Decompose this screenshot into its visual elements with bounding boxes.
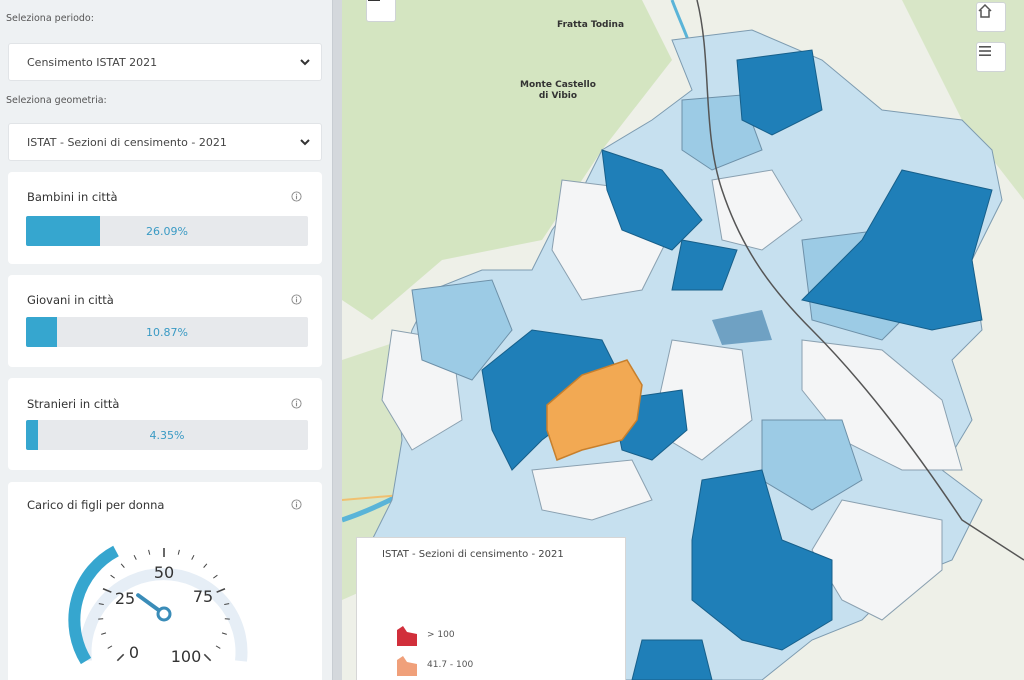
forest-area (342, 0, 672, 320)
info-icon[interactable] (291, 499, 302, 510)
gauge-tick (120, 563, 125, 568)
gauge-arc-track (79, 568, 248, 662)
gauge-tick (110, 574, 115, 579)
chevron-down-icon (300, 139, 310, 146)
gauge-tick (102, 588, 112, 593)
menu-button[interactable] (976, 42, 1006, 72)
gauge-tick (224, 603, 230, 605)
gauge-tick (191, 554, 195, 560)
period-select-value: Censimento ISTAT 2021 (27, 55, 158, 69)
gauge-tick (148, 549, 151, 555)
gauge-card: Carico di figli per donna 0 25 50 75 100 (8, 482, 322, 680)
indicator-title: Bambini in città (27, 190, 118, 204)
gauge-tick-label: 25 (115, 589, 135, 608)
indicator-title: Giovani in città (27, 293, 114, 307)
legend-item-label: 41.7 - 100 (427, 660, 474, 670)
gauge-tick (177, 549, 180, 555)
gauge-tick-label: 50 (154, 563, 174, 582)
census-region-selected[interactable] (546, 359, 643, 461)
indicator-progress-bar: 10.87% (26, 317, 308, 347)
indicator-card-giovani: Giovani in città 10.87% (8, 275, 322, 367)
indicator-bar-fill (26, 317, 57, 347)
gauge-tick (213, 574, 218, 579)
gauge-tick (203, 563, 208, 568)
geometry-select[interactable]: ISTAT - Sezioni di censimento - 2021 (8, 123, 322, 161)
period-label: Seleziona periodo: (6, 13, 94, 24)
census-region-dark[interactable] (631, 639, 713, 680)
info-icon[interactable] (291, 294, 302, 305)
home-icon (978, 3, 992, 18)
indicator-title: Stranieri in città (27, 397, 120, 411)
sidebar: Seleziona periodo: Censimento ISTAT 2021… (0, 0, 332, 680)
zoom-out-icon (368, 0, 380, 1)
gauge-tick (101, 632, 107, 635)
gauge-needle-hub (156, 606, 172, 622)
railway (696, 0, 1024, 561)
gauge-tick-label: 0 (129, 643, 139, 662)
gauge-tick-label: 75 (193, 587, 213, 606)
census-region-mid[interactable] (411, 279, 513, 381)
gauge-tick (116, 653, 125, 662)
indicator-value: 4.35% (149, 428, 185, 442)
map[interactable]: Fratta Todina Monte Castello di Vibio IS… (342, 0, 1024, 680)
indicator-progress-bar: 26.09% (26, 216, 308, 246)
indicator-value: 10.87% (146, 325, 188, 339)
gauge: 0 25 50 75 100 (68, 545, 248, 666)
census-region-none[interactable] (531, 459, 653, 521)
census-region-none[interactable] (811, 499, 943, 621)
gauge-tick (133, 554, 137, 560)
town-label: Monte Castello di Vibio (520, 80, 596, 101)
geometry-label: Seleziona geometria: (6, 95, 107, 106)
indicator-value: 26.09% (146, 224, 188, 238)
census-region-dark[interactable] (601, 149, 703, 251)
gauge-ticks (98, 548, 230, 662)
indicator-bar-fill (26, 216, 100, 246)
gauge-tick-label: 100 (171, 647, 202, 666)
map-legend: ISTAT - Sezioni di censimento - 2021 > 1… (356, 537, 626, 680)
indicator-card-stranieri: Stranieri in città 4.35% (8, 378, 322, 470)
info-icon[interactable] (291, 191, 302, 202)
census-region-dark[interactable] (736, 49, 823, 136)
menu-icon (979, 46, 991, 56)
gauge-tick (203, 653, 212, 662)
period-select[interactable]: Censimento ISTAT 2021 (8, 43, 322, 81)
census-region-dark[interactable] (671, 239, 738, 291)
info-icon[interactable] (291, 398, 302, 409)
gauge-tick (107, 645, 113, 649)
census-region-none[interactable] (711, 169, 803, 251)
gauge-tick (98, 603, 104, 605)
indicator-card-bambini: Bambini in città 26.09% (8, 172, 322, 264)
census-region-dark[interactable] (691, 469, 833, 651)
urban-area (712, 310, 772, 345)
gauge-arc-fill (68, 545, 119, 665)
zoom-out-button[interactable] (366, 0, 396, 22)
home-button[interactable] (976, 2, 1006, 32)
census-region-dark[interactable] (801, 169, 993, 331)
legend-title: ISTAT - Sezioni di censimento - 2021 (382, 549, 564, 560)
town-label: Fratta Todina (557, 20, 625, 30)
legend-item-label: > 100 (427, 630, 455, 640)
gauge-tick (221, 632, 227, 635)
gauge-tick (216, 588, 226, 593)
geometry-select-value: ISTAT - Sezioni di censimento - 2021 (27, 135, 227, 149)
gauge-title: Carico di figli per donna (27, 498, 165, 512)
indicator-progress-bar: 4.35% (26, 420, 308, 450)
panel-splitter[interactable] (332, 0, 342, 680)
legend-swatch (397, 626, 417, 646)
legend-swatch (397, 656, 417, 676)
chevron-down-icon (300, 59, 310, 66)
gauge-tick (215, 645, 221, 649)
indicator-bar-fill (26, 420, 39, 450)
